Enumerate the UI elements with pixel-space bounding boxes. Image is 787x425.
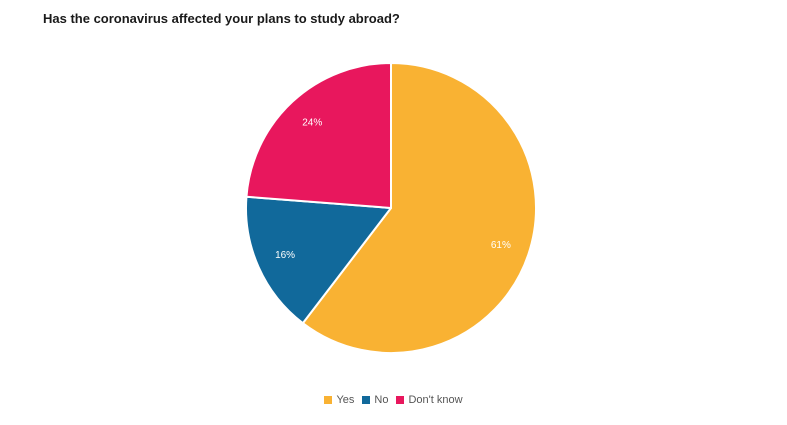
slice-label-no: 16% <box>275 250 295 261</box>
legend-item-yes[interactable]: Yes <box>324 394 354 406</box>
legend-label-no: No <box>374 394 389 406</box>
legend-swatch-no <box>362 396 371 404</box>
legend-label-yes: Yes <box>336 394 355 406</box>
legend-swatch-yes <box>324 396 333 404</box>
legend-label-dont-know: Don't know <box>408 394 463 406</box>
slice-label-yes: 61% <box>491 240 511 251</box>
chart-title: Has the coronavirus affected your plans … <box>43 11 400 26</box>
legend-swatch-dont-know <box>396 396 405 404</box>
pie-slice-no[interactable] <box>245 195 392 325</box>
legend: Yes No Don't know <box>0 394 787 406</box>
pie-slice-yes[interactable] <box>301 62 537 354</box>
legend-item-no[interactable]: No <box>362 394 388 406</box>
pie-slice-don-t-know[interactable] <box>245 62 392 209</box>
legend-item-dont-know[interactable]: Don't know <box>396 394 463 406</box>
slice-label-don-t-know: 24% <box>302 117 322 128</box>
